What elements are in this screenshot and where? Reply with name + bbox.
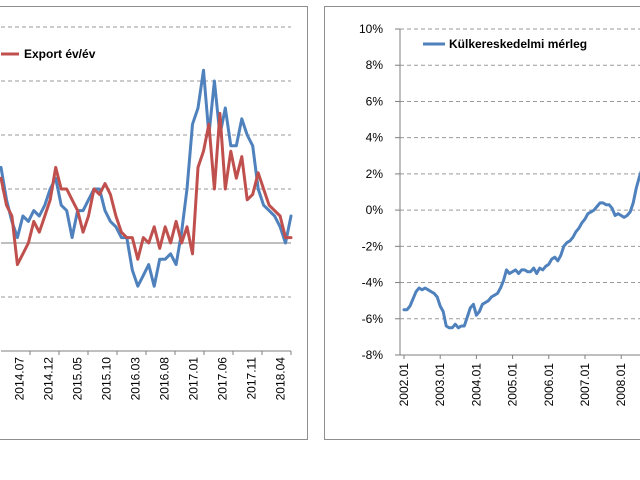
x-tick-label: 2017.11	[245, 357, 259, 400]
x-tick-label: 2015.05	[71, 357, 85, 401]
x-tick-label: 2004.01	[469, 363, 483, 407]
x-tick-label: 2017.01	[187, 357, 201, 401]
x-tick-label: 2015.10	[100, 357, 114, 401]
x-tick-label: 2016.03	[129, 357, 143, 401]
y-tick-label: 10%	[359, 22, 383, 36]
y-tick-label: 0%	[366, 203, 384, 217]
y-tick-label: 8%	[366, 58, 384, 72]
series-line-blue	[0, 68, 293, 288]
x-tick-label: 2018.04	[274, 357, 288, 401]
y-tick-label: 4%	[366, 131, 384, 145]
x-tick-label: 2005.01	[506, 363, 520, 407]
y-tick-label: -8%	[362, 348, 384, 362]
legend-label-export: Export év/év	[24, 47, 96, 61]
y-tick-label: -6%	[362, 312, 384, 326]
x-tick-label: 2006.01	[542, 363, 556, 407]
left-chart-svg: 2014.07 2014.12 2015.05 2015.10 2016.03 2016.…	[0, 26, 293, 401]
x-tick-label: 2008.01	[614, 363, 628, 407]
y-tick-label: -2%	[362, 239, 384, 253]
legend-label-trade-balance: Külkereskedelmi mérleg	[449, 37, 587, 51]
y-tick-label: 2%	[366, 167, 384, 181]
right-chart-svg: 10% 8% 6% 4% 2% 0% -2% -4% -6% -8% 2002.01 2003.01 2…	[359, 22, 640, 407]
x-tick-label: 2003.01	[433, 363, 447, 407]
series-line-trade-balance	[402, 170, 640, 330]
y-tick-label: -4%	[362, 276, 384, 290]
x-tick-label: 2002.01	[397, 363, 411, 407]
x-tick-label: 2017.06	[216, 357, 230, 401]
series-line-export	[0, 111, 293, 267]
right-chart-panel: 10% 8% 6% 4% 2% 0% -2% -4% -6% -8% 2002.01 2003.01 2…	[324, 6, 640, 440]
x-tick-label: 2016.08	[158, 357, 172, 401]
left-chart-panel: 2014.07 2014.12 2015.05 2015.10 2016.03 2016.…	[0, 6, 308, 440]
y-tick-label: 6%	[366, 94, 384, 108]
x-tick-label: 2014.12	[42, 357, 56, 401]
x-tick-label: 2014.07	[13, 357, 27, 401]
x-tick-label: 2007.01	[578, 363, 592, 407]
